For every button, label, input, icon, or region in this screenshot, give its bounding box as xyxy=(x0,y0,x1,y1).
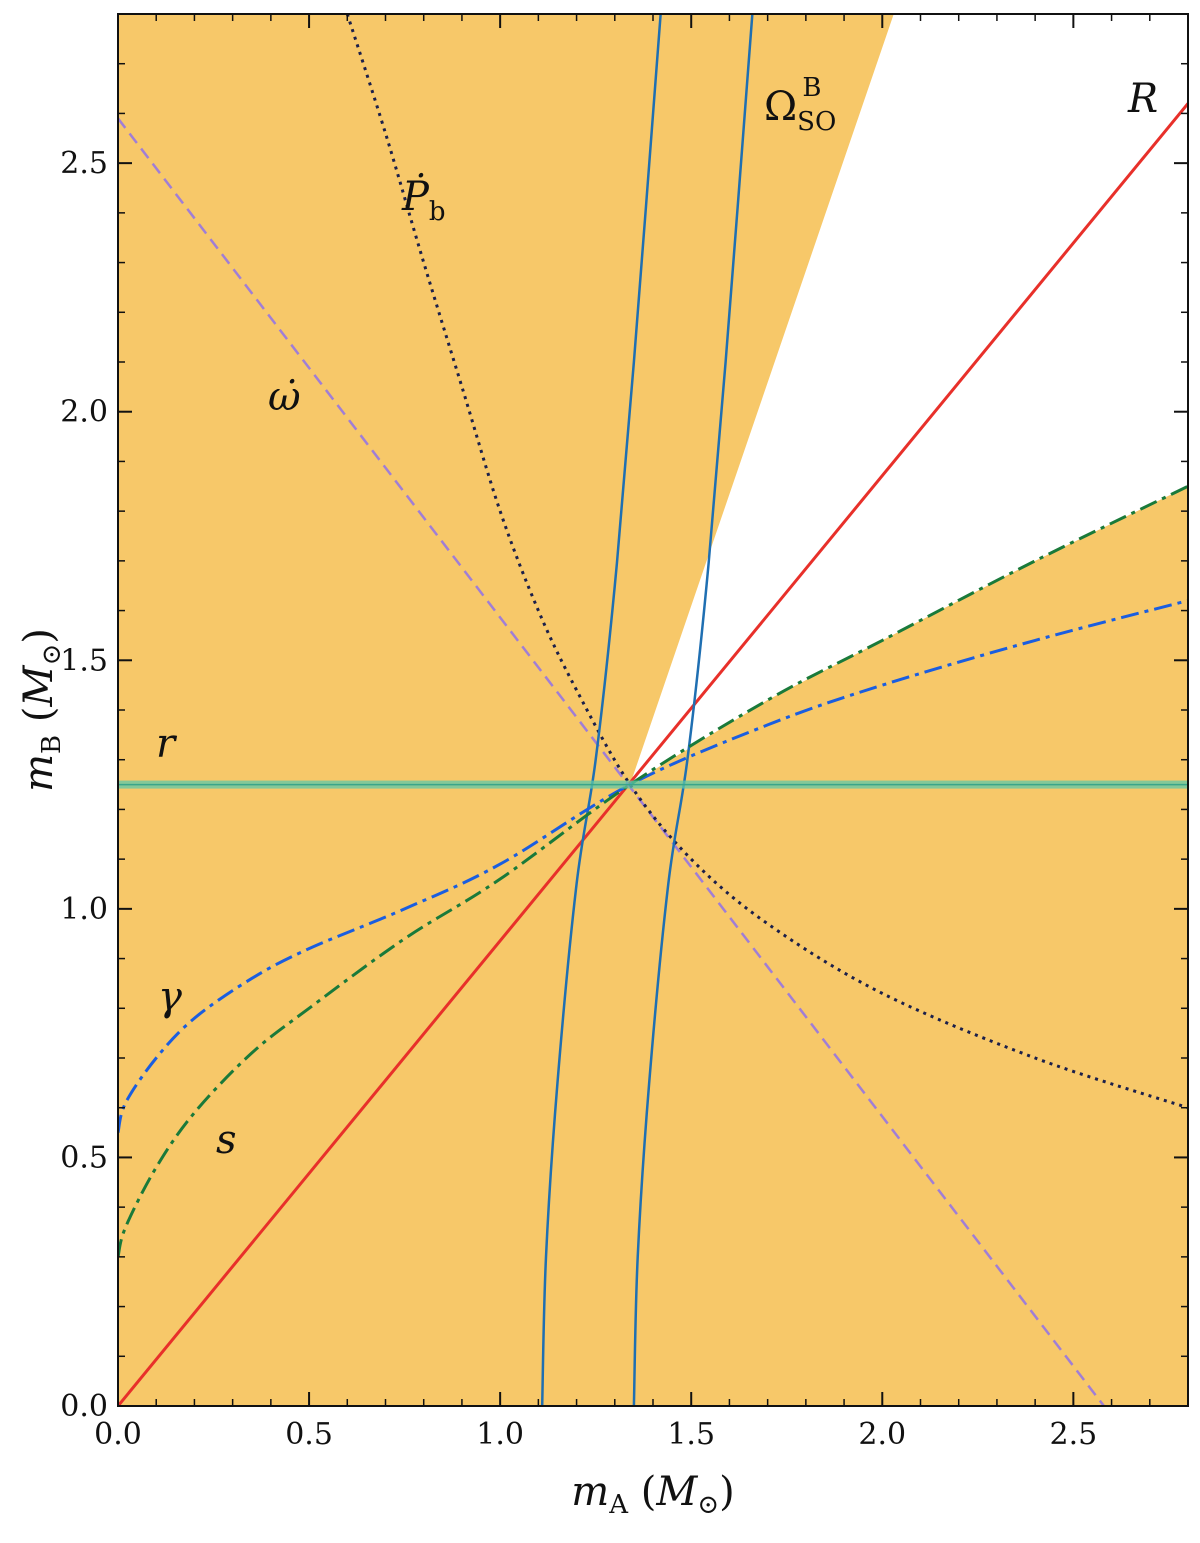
x-tick-label: 0.0 xyxy=(94,1417,142,1452)
series-R xyxy=(118,102,1188,1406)
y-axis-label: mB (M⊙) xyxy=(16,628,67,792)
label-s: s xyxy=(216,1117,237,1163)
x-tick-label: 1.5 xyxy=(667,1417,715,1452)
x-tick-label: 2.5 xyxy=(1049,1417,1097,1452)
label-omega-dot: ω̇ xyxy=(268,374,301,420)
x-tick-label: 0.5 xyxy=(285,1417,333,1452)
series-Pb-dot xyxy=(345,14,1188,1110)
label-gamma: γ xyxy=(158,974,182,1020)
series-Omega-SO-2 xyxy=(632,14,754,1406)
label-R: R xyxy=(1127,76,1158,122)
y-tick-label: 0.0 xyxy=(60,1389,108,1424)
series-gamma xyxy=(118,599,1188,1133)
series-s xyxy=(118,484,1188,1258)
y-tick-label: 0.5 xyxy=(60,1140,108,1175)
allowed-region-fill xyxy=(118,14,1188,1406)
y-tick-label: 1.0 xyxy=(60,892,108,927)
x-tick-label: 1.0 xyxy=(476,1417,524,1452)
label-r: r xyxy=(156,721,178,767)
x-tick-label: 2.0 xyxy=(858,1417,906,1452)
y-tick-label: 1.5 xyxy=(60,643,108,678)
y-tick-label: 2.0 xyxy=(60,395,108,430)
y-tick-label: 2.5 xyxy=(60,146,108,181)
x-axis-label: mA (M⊙) xyxy=(571,1469,734,1520)
series-omega-dot xyxy=(118,117,1105,1406)
series-Omega-SO-1 xyxy=(540,14,662,1406)
